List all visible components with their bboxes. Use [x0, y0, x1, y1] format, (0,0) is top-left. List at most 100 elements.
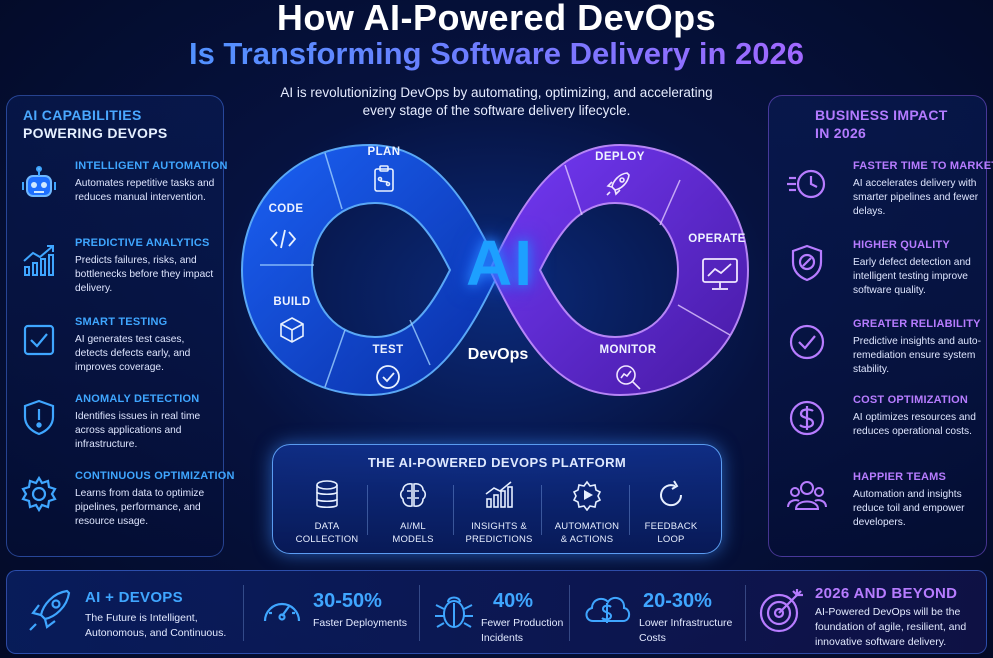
business-impact-panel: BUSINESS IMPACT IN 2026 FASTER TIME TO M…	[768, 95, 993, 557]
platform-item: AUTOMATION & ACTIONS	[545, 479, 629, 546]
platform-divider	[629, 485, 630, 535]
bottom-end-desc-3: innovative software delivery.	[815, 636, 947, 648]
ai-center-label: AI	[466, 227, 534, 299]
capability-title: ANOMALY DETECTION	[75, 393, 200, 405]
stage-deploy: DEPLOY	[595, 151, 645, 163]
intro-line-1: AI is revolutionizing DevOps by automati…	[280, 85, 713, 100]
bottom-lead-title: AI + DEVOPS	[85, 589, 183, 606]
monitor-icon	[702, 258, 738, 290]
bottom-divider	[569, 585, 570, 641]
bottom-end-title: 2026 AND BEYOND	[815, 585, 958, 602]
platform-divider	[367, 485, 368, 535]
right-panel-title-line1: BUSINESS IMPACT	[815, 107, 948, 123]
devops-caption: DevOps	[467, 346, 529, 363]
brain-icon	[399, 483, 427, 507]
stage-monitor: MONITOR	[599, 344, 657, 356]
bottom-divider	[745, 585, 746, 641]
platform-divider	[453, 485, 454, 535]
impact-title: GREATER RELIABILITY	[853, 318, 981, 330]
capability-title: PREDICTIVE ANALYTICS	[75, 237, 210, 249]
capability-title: CONTINUOUS OPTIMIZATION	[75, 470, 235, 482]
check-circle-small-icon	[376, 365, 400, 389]
right-panel-title-line2: IN 2026	[815, 125, 867, 141]
capability-desc: Learns from data to optimize pipelines, …	[75, 488, 205, 527]
left-panel-title-line2: POWERING DEVOPS	[23, 125, 168, 141]
left-panel-title: AI CAPABILITIES POWERING DEVOPS	[23, 106, 168, 142]
ai-capabilities-panel: AI CAPABILITIES POWERING DEVOPS INTELLIG…	[6, 95, 234, 557]
loop-icon	[660, 480, 683, 507]
platform-item: DATA COLLECTION	[285, 479, 369, 546]
left-panel-title-line1: AI CAPABILITIES	[23, 107, 142, 123]
impact-desc: Automation and insights reduce toil and …	[853, 489, 965, 528]
stat-label-2: Costs	[639, 632, 666, 644]
stat-label: Fewer Production	[481, 617, 564, 629]
impact-title: FASTER TIME TO MARKET	[853, 160, 993, 172]
stat-value: 20-30%	[643, 590, 712, 612]
capability-desc: Automates repetitive tasks and reduces m…	[75, 178, 215, 203]
stage-code: CODE	[268, 203, 304, 215]
stat-label: Faster Deployments	[313, 617, 407, 629]
bottom-end-desc-1: AI-Powered DevOps will be the	[815, 606, 961, 618]
team-icon	[787, 481, 827, 510]
impact-desc: Early defect detection and intelligent t…	[853, 257, 971, 296]
platform-item-label: DATA COLLECTION	[295, 521, 359, 545]
code-icon	[269, 229, 297, 249]
capability-desc: Identifies issues in real time across ap…	[75, 411, 201, 450]
clipboard-icon	[374, 165, 394, 192]
page-title: How AI-Powered DevOps	[276, 0, 717, 38]
gear-icon	[21, 475, 57, 513]
impact-desc: Predictive insights and auto-remediation…	[853, 336, 981, 375]
database-icon	[316, 480, 338, 509]
speedometer-icon	[263, 602, 301, 622]
platform-item: INSIGHTS & PREDICTIONS	[457, 479, 541, 546]
intro-line-2: every stage of the software delivery lif…	[362, 103, 631, 118]
cube-icon	[280, 317, 304, 343]
platform-item-label: FEEDBACK LOOP	[644, 521, 698, 545]
bottom-end-desc-2: foundation of agile, resilient, and	[815, 621, 967, 633]
stage-plan: PLAN	[367, 146, 401, 158]
loop-right-lobe	[488, 143, 750, 397]
bottom-lead-desc-1: The Future is Intelligent,	[85, 612, 198, 624]
capability-desc: AI generates test cases, detects defects…	[75, 334, 191, 373]
loop-left-lobe	[240, 143, 502, 397]
chart-icon	[23, 245, 54, 276]
cloud-dollar-icon	[585, 596, 631, 623]
stat-label: Lower Infrastructure	[639, 617, 733, 629]
rocket-icon	[606, 172, 630, 196]
impact-title: HAPPIER TEAMS	[853, 471, 947, 483]
impact-desc: AI accelerates delivery with smarter pip…	[853, 178, 979, 217]
automation-icon	[572, 480, 602, 511]
page-subtitle: Is Transforming Software Delivery in 202…	[0, 36, 993, 72]
devops-infinity-loop	[240, 143, 750, 397]
platform-title: THE AI-POWERED DEVOPS PLATFORM	[367, 455, 627, 470]
check-circle-icon	[789, 324, 825, 360]
stage-test: TEST	[372, 344, 404, 356]
stat-value: 30-50%	[313, 590, 382, 612]
capability-desc: Predicts failures, risks, and bottleneck…	[75, 255, 214, 294]
platform-item-label: AI/ML MODELS	[392, 521, 434, 545]
robot-icon	[22, 166, 56, 197]
shield-quality-icon	[791, 244, 823, 282]
capability-title: SMART TESTING	[75, 316, 168, 328]
capability-title: INTELLIGENT AUTOMATION	[75, 160, 228, 172]
bottom-lead-desc-2: Autonomous, and Continuous.	[85, 627, 227, 639]
impact-desc: AI optimizes resources and reduces opera…	[853, 412, 976, 437]
stat-value: 40%	[493, 590, 534, 612]
stage-operate: OPERATE	[688, 233, 746, 245]
bottom-summary-bar: AI + DEVOPS The Future is Intelligent, A…	[6, 570, 987, 654]
platform-item: FEEDBACK LOOP	[629, 479, 713, 546]
bottom-divider	[419, 585, 420, 641]
magnifier-chart-icon	[616, 365, 641, 390]
impact-title: COST OPTIMIZATION	[853, 394, 969, 406]
impact-title: HIGHER QUALITY	[853, 239, 950, 251]
clock-speed-icon	[787, 169, 826, 199]
insights-icon	[485, 481, 513, 508]
right-panel-title: BUSINESS IMPACT IN 2026	[815, 106, 948, 142]
platform-item: AI/ML MODELS	[371, 479, 455, 546]
platform-item-label: INSIGHTS & PREDICTIONS	[465, 521, 533, 545]
rocket-icon	[29, 589, 71, 631]
bug-icon	[435, 596, 473, 628]
bottom-divider	[243, 585, 244, 641]
checkbox-icon	[23, 324, 55, 356]
target-icon	[759, 589, 803, 633]
